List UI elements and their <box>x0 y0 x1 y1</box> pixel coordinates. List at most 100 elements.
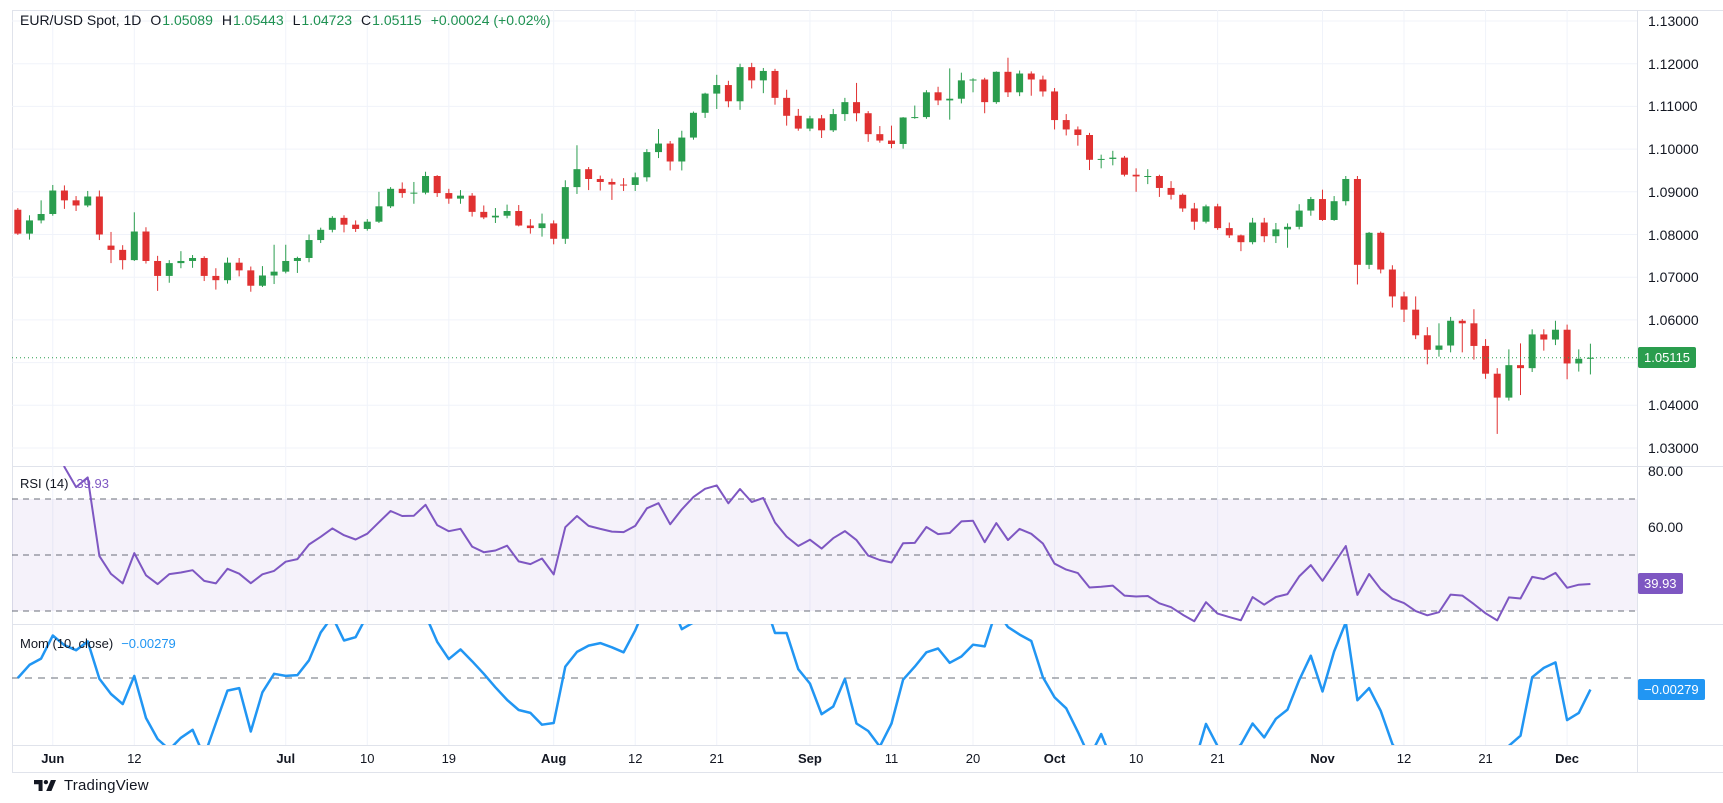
candle-body <box>1435 345 1443 350</box>
candle-body <box>876 134 884 141</box>
candle-body <box>1097 158 1105 160</box>
mom-pane-separator[interactable] <box>12 624 1723 625</box>
last-price-badge: 1.05115 <box>1638 347 1697 369</box>
mom-line <box>16 624 1592 745</box>
candle-body <box>107 245 115 250</box>
candle-body <box>1551 329 1559 340</box>
candle-body <box>1563 329 1571 364</box>
rsi-line <box>63 466 1591 623</box>
rsi-value-badge: 39.93 <box>1638 572 1683 594</box>
candle-body <box>1027 73 1035 80</box>
symbol-title: EUR/USD Spot, 1D <box>20 12 142 28</box>
candle-body <box>387 188 395 207</box>
time-tick-label: 12 <box>627 751 643 766</box>
candle-body <box>992 71 1000 103</box>
candle-body <box>212 275 220 281</box>
candle-body <box>853 102 861 114</box>
price-tick-label: 1.10000 <box>1648 141 1699 158</box>
price-tick-label: 1.12000 <box>1648 55 1699 72</box>
candle-body <box>1237 235 1245 243</box>
time-axis[interactable]: Jun 12 Jul 10 19 Aug 12 21 Sep 11 20 Oct 10 21 Nov 12 21… <box>12 745 1723 772</box>
candle-body <box>829 114 837 131</box>
candle-body <box>1423 335 1431 350</box>
candle-body <box>759 70 767 81</box>
time-axis-bottom-border <box>12 772 1723 773</box>
candle-body <box>1179 194 1187 209</box>
candle-body <box>1400 296 1408 310</box>
candle-body <box>491 215 499 218</box>
candle-body <box>934 92 942 101</box>
tradingview-wordmark: TradingView <box>64 777 149 794</box>
candle-body <box>1586 357 1594 359</box>
candle-body <box>1214 206 1222 229</box>
candle-body <box>14 209 22 234</box>
candle-body <box>480 211 488 218</box>
candle-body <box>25 220 33 234</box>
candle-body <box>1458 320 1466 324</box>
momentum-pane[interactable] <box>12 624 1637 745</box>
candle-body <box>608 181 616 185</box>
candle-body <box>981 79 989 103</box>
time-tick-label: 12 <box>127 751 142 766</box>
candle-body <box>37 214 45 221</box>
candle-body <box>1447 320 1455 346</box>
plot-left-border <box>12 10 13 772</box>
candle-body <box>561 187 569 239</box>
candle-body <box>596 178 604 182</box>
candle-body <box>200 257 208 276</box>
candle-body <box>538 223 546 229</box>
candle-body <box>515 211 523 226</box>
candle-body <box>468 195 476 212</box>
rsi-tick-label: 80.00 <box>1648 463 1684 479</box>
candle-body <box>794 115 802 129</box>
candle-body <box>887 140 895 144</box>
candle-body <box>585 169 593 179</box>
candle-body <box>72 200 80 206</box>
time-tick-label: Aug <box>541 751 567 766</box>
change-value: +0.00024 (+0.02%) <box>430 12 551 28</box>
time-tick-label: 11 <box>884 751 899 766</box>
candle-body <box>363 221 371 229</box>
candle-body <box>1155 176 1163 188</box>
candle-body <box>84 196 92 206</box>
candle-body <box>1353 178 1361 265</box>
candle-body <box>783 97 791 116</box>
candle-body <box>456 195 464 199</box>
rsi-pane[interactable] <box>12 466 1637 624</box>
candle-body <box>165 263 173 276</box>
rsi-pane-separator[interactable] <box>12 466 1723 467</box>
candle-body <box>375 206 383 222</box>
mom-legend: Mom (10, close) −0.00279 <box>20 636 176 651</box>
price-pane[interactable] <box>12 10 1637 466</box>
tradingview-attribution-link[interactable]: TradingView <box>34 777 149 794</box>
open-value: O 1.05089 <box>150 12 213 28</box>
price-scale-border <box>1637 10 1638 772</box>
candle-body <box>142 231 150 261</box>
candle-body <box>422 176 430 193</box>
candle-body <box>631 177 639 185</box>
candle-body <box>806 118 814 129</box>
candle-body <box>1051 91 1059 121</box>
candle-body <box>620 184 628 186</box>
price-scale[interactable] <box>1637 10 1723 745</box>
candle-body <box>410 192 418 194</box>
candle-body <box>1284 226 1292 230</box>
mom-title: Mom (10, close) <box>20 636 114 651</box>
candle-body <box>1470 323 1478 346</box>
mom-current-value: −0.00279 <box>121 636 176 651</box>
candle-body <box>235 262 243 271</box>
time-tick-label: 21 <box>1478 751 1493 766</box>
candle-body <box>433 176 441 194</box>
candle-body <box>352 224 360 229</box>
time-tick-label: 10 <box>1128 751 1144 766</box>
candle-body <box>340 217 348 225</box>
candle-body <box>328 217 336 230</box>
candle-body <box>748 67 756 81</box>
candle-body <box>317 229 325 241</box>
price-tick-label: 1.13000 <box>1648 13 1699 29</box>
candle-body <box>1086 135 1094 160</box>
candle-body <box>1412 309 1420 336</box>
candle-body <box>49 190 57 215</box>
candle-body <box>1074 129 1082 136</box>
rsi-current-value: 39.93 <box>76 476 109 491</box>
